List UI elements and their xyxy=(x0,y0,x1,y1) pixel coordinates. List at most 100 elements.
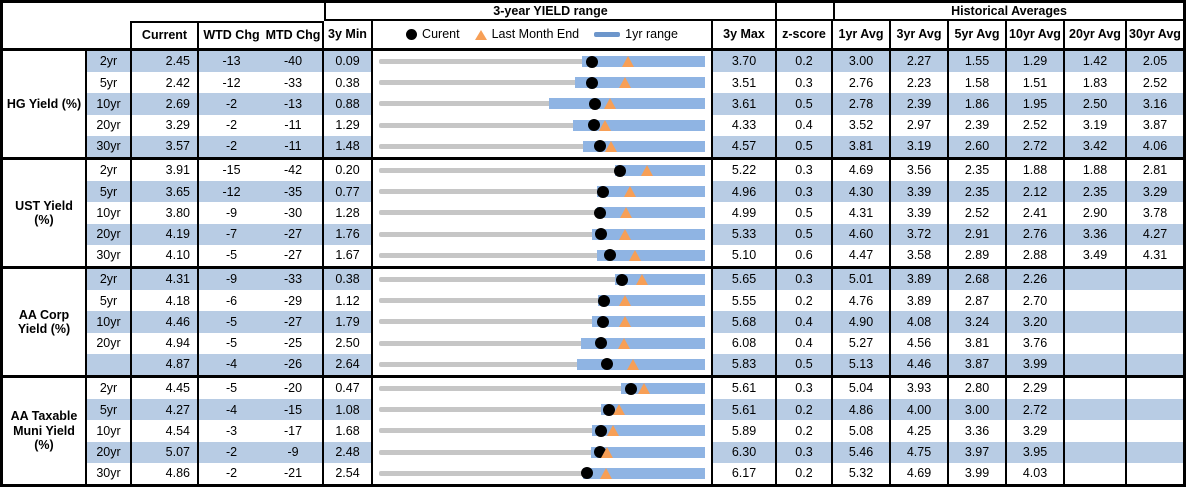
mtd-chg-cell: -33 xyxy=(264,72,324,94)
avg-cell: 2.52 xyxy=(949,202,1007,224)
group-rows: 2yr 2.45 -13 -40 0.09 3.70 0.2 3.00 2.27 1.55 1.29… xyxy=(87,51,1183,157)
avg-cell: 4.56 xyxy=(891,332,949,354)
mtd-chg-cell: -33 xyxy=(264,269,324,291)
current-dot xyxy=(585,76,598,89)
range-chart xyxy=(373,223,713,245)
group-label: HG Yield (%) xyxy=(3,51,87,157)
col-header-3y-min: 3y Min xyxy=(324,21,373,48)
avg-cell: 3.36 xyxy=(1065,223,1127,245)
avg-cell: 3.78 xyxy=(1142,205,1168,220)
avg-cell xyxy=(1065,290,1127,312)
avg-cell: 2.87 xyxy=(949,290,1007,312)
three-year-min-cell: 2.54 xyxy=(324,462,373,484)
table-row: 5yr 2.42 -12 -33 0.38 3.51 0.3 2.76 2.23 1.58 1.51… xyxy=(87,72,1183,94)
three-year-max-cell: 3.51 xyxy=(713,72,777,94)
avg-cell: 1.55 xyxy=(949,51,1007,73)
range-chart xyxy=(373,93,713,115)
table-row: 2yr 4.31 -9 -33 0.38 5.65 0.3 5.01 3.89 2.68 2.26 xyxy=(87,269,1183,291)
mtd-chg-cell: -20 xyxy=(264,378,324,400)
avg-cell xyxy=(1127,290,1183,311)
last-month-end-triangle xyxy=(598,119,611,131)
legend-current-item: Curent xyxy=(406,28,460,41)
avg-cell: 3.81 xyxy=(949,332,1007,354)
col-header-20yr-avg: 20yr Avg xyxy=(1065,21,1127,48)
last-month-triangle-icon xyxy=(474,29,487,40)
avg-cell: 4.00 xyxy=(891,399,949,421)
one-year-range-bar xyxy=(620,383,705,395)
zscore-cell: 0.5 xyxy=(777,223,833,245)
avg-cell: 2.39 xyxy=(891,93,949,115)
table-row: 5yr 4.18 -6 -29 1.12 5.55 0.2 4.76 3.89 2.87 2.70 xyxy=(87,290,1183,312)
three-year-max-cell: 5.83 xyxy=(713,353,777,375)
range-track xyxy=(379,298,705,304)
three-year-min-cell: 1.12 xyxy=(324,290,373,312)
avg-cell: 2.60 xyxy=(949,135,1007,157)
table-row: 10yr 3.80 -9 -30 1.28 4.99 0.5 4.31 3.39 2.52 2.41… xyxy=(87,202,1183,224)
legend-range-item: 1yr range xyxy=(594,28,678,41)
one-year-range-bar xyxy=(598,295,705,307)
current-cell: 4.27 xyxy=(132,399,199,421)
current-dot xyxy=(625,382,638,395)
current-dot xyxy=(602,403,615,416)
three-year-min-cell: 0.38 xyxy=(324,72,373,94)
zscore-cell: 0.4 xyxy=(777,311,833,333)
col-header-3y-max: 3y Max xyxy=(713,21,777,48)
one-year-range-bar xyxy=(591,425,705,437)
avg-cell xyxy=(1127,441,1183,463)
avg-cell: 2.41 xyxy=(1007,202,1065,224)
tenor-cell: 20yr xyxy=(87,114,132,136)
wtd-chg-cell: -9 xyxy=(199,269,264,291)
avg-cell: 3.72 xyxy=(891,223,949,245)
current-cell: 4.45 xyxy=(132,378,199,400)
wtd-chg-cell: -6 xyxy=(225,293,238,308)
current-cell: 3.57 xyxy=(132,135,199,157)
one-year-range-bar xyxy=(573,119,705,131)
chart-legend: Curent Last Month End 1yr range xyxy=(373,21,713,48)
avg-cell: 3.49 xyxy=(1065,244,1127,266)
avg-cell xyxy=(1127,420,1183,441)
col-header-1yr-avg: 1yr Avg xyxy=(833,21,891,48)
wtd-chg-cell: -12 xyxy=(199,181,264,203)
current-dot xyxy=(616,273,629,286)
mtd-chg-cell: -25 xyxy=(264,332,324,354)
range-chart xyxy=(373,353,713,375)
group-label: AA Taxable Muni Yield (%) xyxy=(3,378,87,484)
range-chart xyxy=(373,332,713,354)
three-year-max-cell: 4.57 xyxy=(713,135,777,157)
avg-cell: 3.39 xyxy=(891,181,949,203)
avg-cell: 2.23 xyxy=(891,72,949,94)
three-year-max-cell: 6.30 xyxy=(713,441,777,463)
avg-cell: 2.76 xyxy=(833,72,891,94)
three-year-min-cell: 1.08 xyxy=(324,399,373,421)
tenor-cell: 2yr xyxy=(87,160,132,182)
avg-cell: 2.88 xyxy=(1007,244,1065,266)
three-year-min-cell: 1.28 xyxy=(324,202,373,224)
avg-cell: 3.52 xyxy=(833,114,891,136)
wtd-chg-cell: -2 xyxy=(199,441,264,463)
current-dot xyxy=(594,424,607,437)
range-chart xyxy=(373,181,713,203)
avg-cell: 2.91 xyxy=(949,223,1007,245)
avg-cell: 3.19 xyxy=(891,135,949,157)
three-year-max-cell: 5.65 xyxy=(713,269,777,291)
avg-cell xyxy=(1065,378,1127,400)
avg-cell: 1.88 xyxy=(1065,160,1127,182)
tenor-cell: 20yr xyxy=(87,223,132,245)
avg-cell: 4.31 xyxy=(1142,248,1168,263)
wtd-chg-cell: -13 xyxy=(199,51,264,73)
last-month-end-triangle xyxy=(619,77,632,89)
last-month-end-triangle xyxy=(629,249,642,261)
avg-cell: 2.35 xyxy=(949,181,1007,203)
three-year-min-cell: 0.77 xyxy=(324,181,373,203)
table-row: 20yr 3.29 -2 -11 1.29 4.33 0.4 3.52 2.97 2.39 2.52… xyxy=(87,114,1183,136)
zscore-cell: 0.3 xyxy=(777,72,833,94)
avg-cell: 2.90 xyxy=(1065,202,1127,224)
one-year-range-bar xyxy=(614,274,705,286)
current-cell: 2.42 xyxy=(132,72,199,94)
table-row: 20yr 4.94 -5 -25 2.50 6.08 0.4 5.27 4.56 3.81 3.76 xyxy=(87,332,1183,354)
zscore-cell: 0.5 xyxy=(777,202,833,224)
three-year-min-cell: 1.79 xyxy=(324,311,373,333)
table-row: 2yr 2.45 -13 -40 0.09 3.70 0.2 3.00 2.27 1.55 1.29… xyxy=(87,51,1183,73)
avg-cell: 2.70 xyxy=(1007,290,1065,312)
avg-cell: 3.58 xyxy=(891,244,949,266)
